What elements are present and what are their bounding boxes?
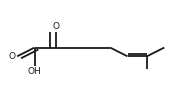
Text: O: O [52,22,59,31]
Text: OH: OH [28,67,42,76]
Text: O: O [8,52,15,61]
